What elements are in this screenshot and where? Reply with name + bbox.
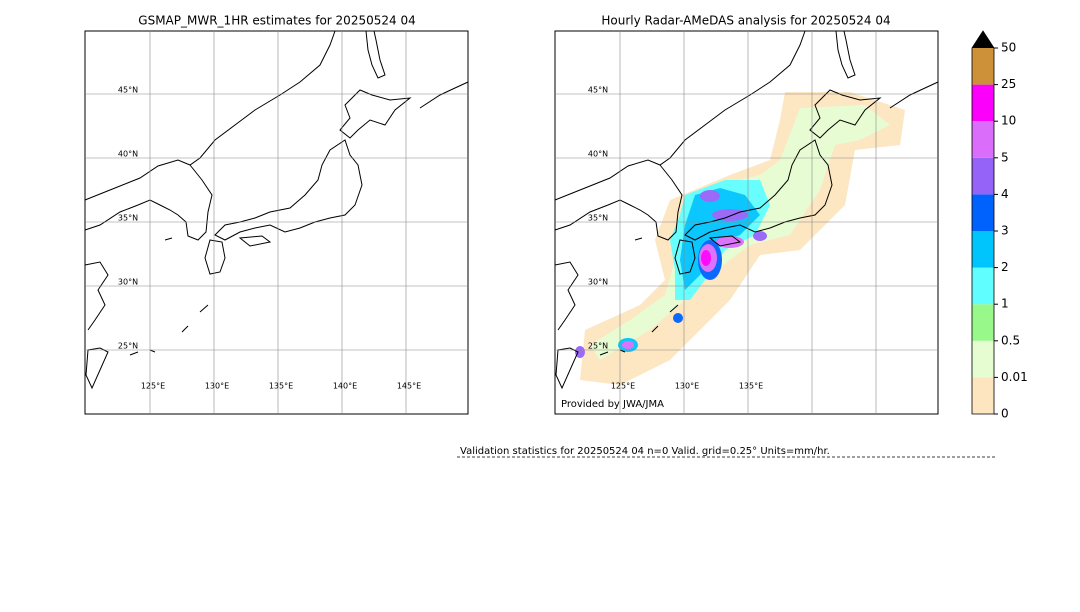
lat-label: 40°N <box>118 150 138 159</box>
colorbar-segment <box>972 48 994 85</box>
lon-label: 130°E <box>205 382 229 391</box>
colorbar-label: 1 <box>1001 297 1009 311</box>
lon-label: 135°E <box>269 382 293 391</box>
lat-label: 40°N <box>588 150 608 159</box>
colorbar-label: 0 <box>1001 407 1009 421</box>
right-map: Hourly Radar-AMeDAS analysis for 2025052… <box>554 14 939 415</box>
map-frame <box>554 30 939 415</box>
lat-label: 30°N <box>588 278 608 287</box>
rain-field <box>575 92 905 385</box>
lon-label: 125°E <box>141 382 165 391</box>
lat-label: 45°N <box>588 86 608 95</box>
colorbar-segment <box>972 157 994 195</box>
lon-label: 135°E <box>739 382 763 391</box>
colorbar-label: 4 <box>1001 187 1009 201</box>
colorbar-outline <box>971 30 995 415</box>
lat-label: 35°N <box>118 214 138 223</box>
lon-label: 145°E <box>397 382 421 391</box>
colorbar-segment <box>972 304 994 341</box>
colorbar-segment <box>972 194 994 231</box>
colorbar-label: 5 <box>1001 150 1009 164</box>
lon-label: 140°E <box>333 382 357 391</box>
colorbar-segment <box>972 121 994 158</box>
lon-label: 130°E <box>675 382 699 391</box>
lat-label: 45°N <box>118 86 138 95</box>
lon-label: 125°E <box>611 382 635 391</box>
colorbar-label: 2 <box>1001 260 1009 274</box>
colorbar-label: 50 <box>1001 41 1016 55</box>
map-frame <box>84 30 469 415</box>
colorbar-label: 3 <box>1001 224 1009 238</box>
colorbar-label: 0.01 <box>1001 370 1028 384</box>
colorbar-label: 0.5 <box>1001 333 1020 347</box>
colorbar-segment <box>972 340 994 378</box>
map-title: GSMAP_MWR_1HR estimates for 20250524 04 <box>138 14 415 28</box>
map-title: Hourly Radar-AMeDAS analysis for 2025052… <box>601 14 890 28</box>
colorbar-extend <box>972 31 994 48</box>
colorbar-segment <box>972 267 994 305</box>
validation-text: Validation statistics for 20250524 04 n=… <box>460 446 830 457</box>
lat-label: 30°N <box>118 278 138 287</box>
colorbar-segment <box>972 377 994 414</box>
colorbar: 0 0.01 0.5 1 2 3 4 5 10 25 50 <box>971 30 1028 421</box>
left-map: GSMAP_MWR_1HR estimates for 20250524 04 … <box>84 14 469 415</box>
colorbar-label: 10 <box>1001 114 1016 128</box>
colorbar-label: 25 <box>1001 77 1016 91</box>
lat-label: 35°N <box>588 214 608 223</box>
credit: Provided by JWA/JMA <box>561 399 664 410</box>
colorbar-segment <box>972 84 994 122</box>
lat-label: 25°N <box>588 342 608 351</box>
lat-label: 25°N <box>118 342 138 351</box>
colorbar-segment <box>972 231 994 268</box>
